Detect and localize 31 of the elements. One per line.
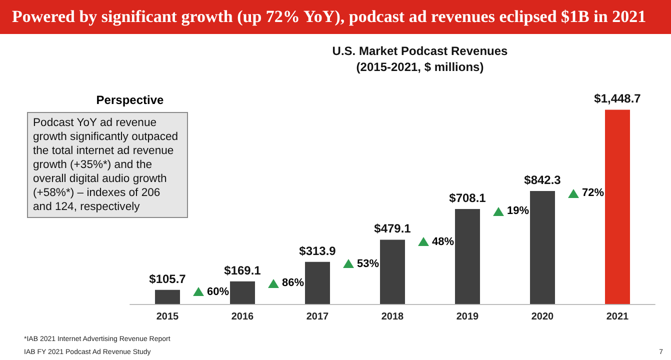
annotation: 48% [432, 236, 454, 248]
annotation: 86% [282, 277, 304, 290]
x-tick-label: 2020 [531, 312, 554, 322]
chart-subtitle: U.S. Market Podcast Revenues (2015-2021, $ millions) [332, 44, 508, 74]
bar [605, 110, 630, 304]
text: Podcast YoY ad revenue growth significantly outpaced the total internet ad revenue growth (+35%*) and the overall digital audio growth (+58%*) – indexes of 206 and 124, respectively [33, 117, 178, 213]
bar [380, 240, 405, 304]
chart-title: Powered by significant growth (up 72% YoY), podcast ad revenues eclipsed $1B in 2021 [0, 0, 671, 34]
x-tick-label: 2021 [606, 312, 630, 322]
bar [155, 290, 180, 304]
x-tick-label: 2018 [381, 312, 404, 322]
bar [305, 262, 330, 304]
text: Perspective [95, 93, 165, 107]
data-label: $1,448.7 [594, 92, 642, 106]
data-label: $479.1 [374, 222, 412, 236]
x-tick-label: 2017 [306, 312, 330, 322]
annotation: 53% [357, 258, 380, 270]
data-label: $105.7 [149, 272, 186, 286]
x-tick-label: 2019 [456, 312, 480, 322]
bar [530, 191, 555, 304]
data-label: $313.9 [299, 244, 336, 258]
annotation: 72% [582, 187, 604, 200]
bar [230, 281, 255, 304]
bar [455, 209, 480, 304]
annotation: 60% [207, 286, 230, 298]
data-label: $842.3 [524, 173, 562, 188]
data-label: $169.1 [224, 263, 262, 278]
annotation: 19% [507, 205, 530, 218]
x-tick-label: 2015 [156, 312, 180, 322]
x-tick-label: 2016 [231, 312, 254, 322]
data-label: $708.1 [449, 191, 486, 206]
